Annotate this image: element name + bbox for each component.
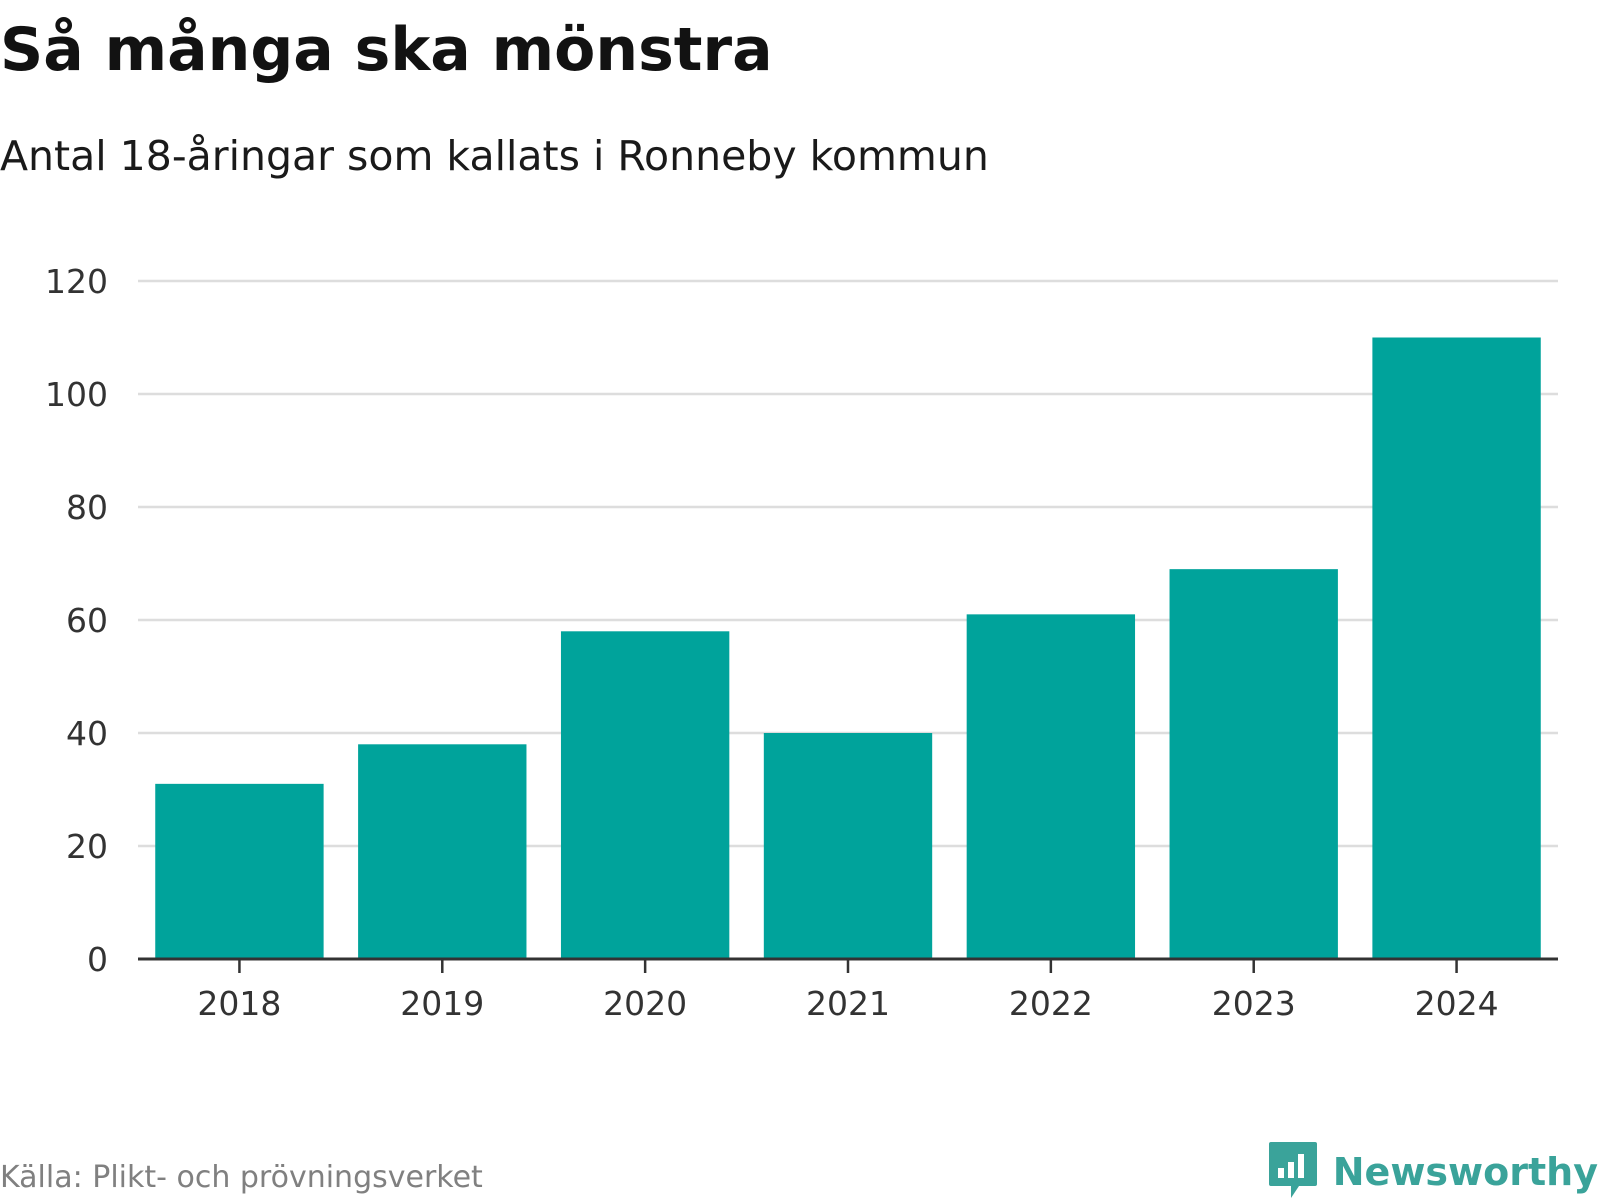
bar-2024 <box>1372 337 1541 959</box>
y-tick-label: 100 <box>45 375 108 414</box>
bar-2022 <box>966 614 1136 959</box>
newsworthy-logo-icon <box>1267 1140 1319 1204</box>
y-tick-label: 40 <box>66 714 108 753</box>
y-tick-label: 60 <box>66 601 108 640</box>
bar-chart: 0 20 40 60 80 100 120 2018 2019 2020 2021 2022 2023 2… <box>45 262 1558 1023</box>
y-tick-label: 80 <box>66 488 108 527</box>
chart-subtitle: Antal 18-åringar som kallats i Ronneby k… <box>0 132 989 180</box>
brand-name: Newsworthy <box>1332 1150 1598 1194</box>
bar-2019 <box>358 744 527 959</box>
bar-2020 <box>560 631 730 959</box>
x-tick-label: 2020 <box>603 984 687 1023</box>
x-tick-label: 2019 <box>400 984 484 1023</box>
bar-2023 <box>1169 569 1338 959</box>
y-tick-label: 0 <box>87 940 108 979</box>
brand-logo: Newsworthy <box>1267 1140 1598 1204</box>
y-tick-label: 120 <box>45 262 108 301</box>
x-tick-label: 2018 <box>197 984 281 1023</box>
x-tick-label: 2022 <box>1009 984 1093 1023</box>
x-tick-label: 2024 <box>1415 984 1499 1023</box>
y-tick-label: 20 <box>66 827 108 866</box>
source-note: Källa: Plikt- och prövningsverket <box>0 1160 483 1195</box>
chart-title: Så många ska mönstra <box>0 15 773 85</box>
bar-2021 <box>763 733 933 959</box>
x-tick-label: 2023 <box>1212 984 1296 1023</box>
x-tick-label: 2021 <box>806 984 890 1023</box>
bar-2018 <box>155 783 324 959</box>
